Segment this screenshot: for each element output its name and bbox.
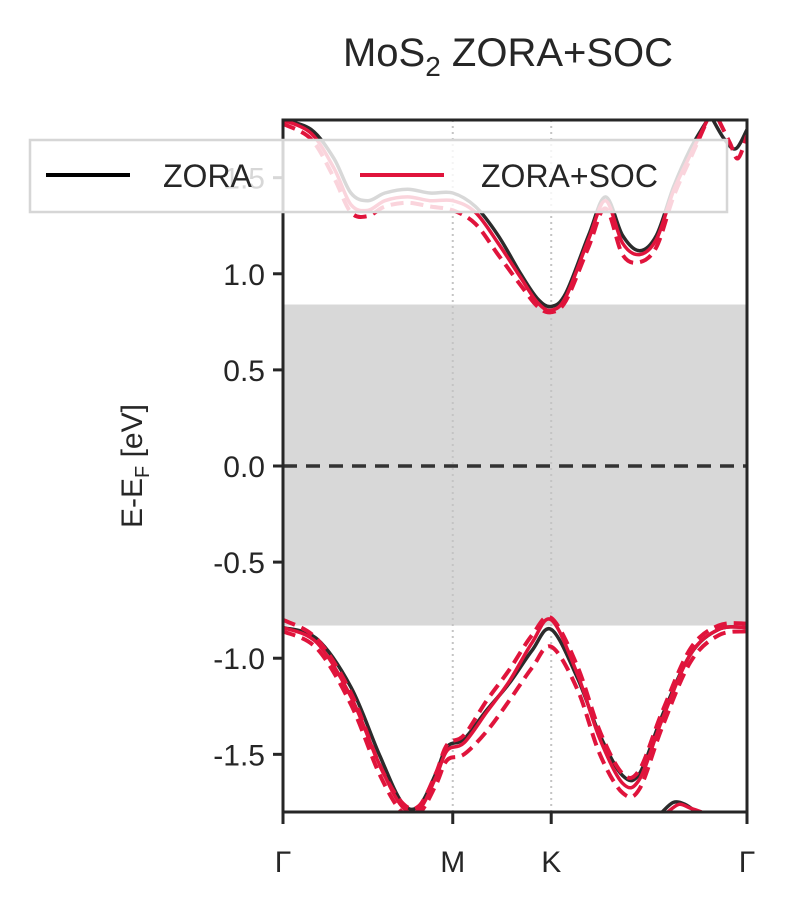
y-axis-ticks: 1.51.00.50.0-0.5-1.0-1.5 [213,163,283,772]
vertical-gridlines [451,120,553,812]
band-line-9-dashed [716,120,747,161]
band-line-5-dashed [283,629,747,812]
band-line-6-dashed [283,614,747,811]
band-line-4 [283,617,747,812]
y-tick-label: -1.5 [213,739,265,772]
y-tick-label: 1.0 [223,259,265,292]
band-line-8-dashed [283,120,710,315]
legend-label-zora: ZORA [163,158,253,194]
plot-area [283,120,747,812]
x-tick-label: M [440,846,465,879]
legend: ZORA ZORA+SOC [28,138,729,214]
band-line-10 [666,802,703,812]
x-tick-label: Γ [739,846,756,879]
y-tick-label: 0.5 [223,355,265,388]
x-tick-label: Γ [275,846,292,879]
y-tick-label: 0.0 [223,451,265,484]
band-line-0 [283,625,747,812]
y-axis-label: E-EF [eV] [116,404,154,528]
x-tick-label: K [541,846,561,879]
y-tick-label: -1.0 [213,643,265,676]
legend-label-zora-soc: ZORA+SOC [481,158,658,194]
chart-title: MoS2 ZORA+SOC [343,31,673,82]
y-tick-label: -0.5 [213,547,265,580]
legend-box [28,138,729,214]
